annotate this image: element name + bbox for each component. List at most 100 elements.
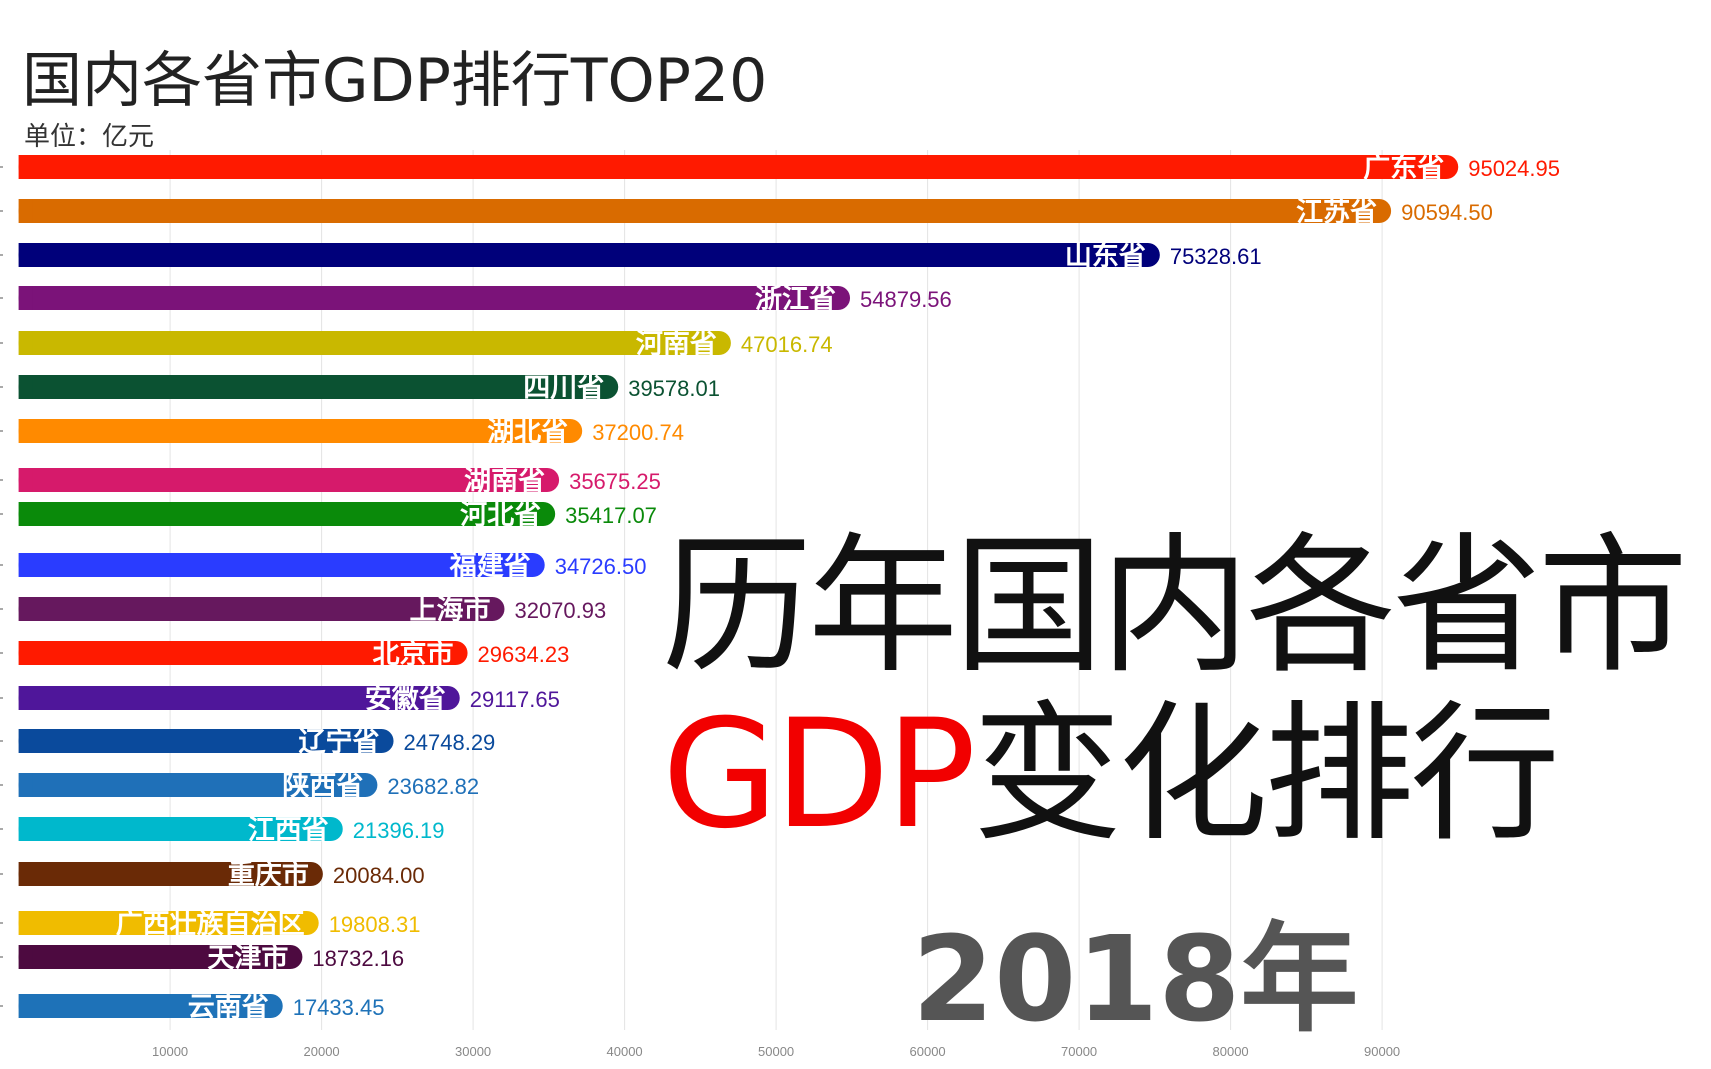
bar-value-label: 24748.29 (404, 730, 496, 755)
bar-value-label: 35417.07 (565, 503, 657, 528)
bar-left-edge (18, 468, 33, 492)
bar-value-label: 17433.45 (293, 995, 385, 1020)
y-tick (0, 784, 3, 786)
y-tick (0, 564, 3, 566)
bar-category-label: 上海市 (409, 594, 490, 626)
bar-category-label: 福建省 (449, 551, 531, 582)
bar-category-label: 江苏省 (1296, 197, 1377, 228)
bar-left-edge (18, 729, 33, 753)
bar (18, 468, 560, 492)
bar-value-label: 29634.23 (478, 642, 570, 667)
bar-left-edge (18, 994, 33, 1018)
bar-left-edge (18, 686, 33, 710)
bar (18, 686, 460, 710)
bar (18, 199, 1392, 223)
bar-category-label: 广西壮族自治区 (116, 908, 305, 940)
overlay-gdp-text: GDP (662, 688, 976, 862)
bar (18, 155, 1459, 179)
bar-value-label: 37200.74 (592, 420, 684, 445)
bar (18, 375, 619, 399)
bar-left-edge (18, 243, 33, 267)
bar (18, 729, 394, 753)
bar-left-edge (18, 817, 33, 841)
bar-value-label: 19808.31 (329, 912, 421, 937)
bar-left-edge (18, 286, 33, 310)
bar-left-edge (18, 641, 33, 665)
bar-value-label: 32070.93 (514, 598, 606, 623)
bar-category-label: 湖南省 (464, 466, 545, 497)
x-tick-label: 40000 (607, 1044, 643, 1059)
y-tick (0, 513, 3, 515)
bar-value-label: 90594.50 (1401, 200, 1493, 225)
y-tick (0, 697, 3, 699)
bar-category-label: 辽宁省 (299, 726, 380, 758)
bar-value-label: 23682.82 (387, 774, 479, 799)
bar-left-edge (18, 331, 33, 355)
overlay-title-line2: GDP变化排行 (662, 700, 1560, 850)
bar-left-edge (18, 155, 33, 179)
bar-value-label: 20084.00 (333, 863, 425, 888)
bar-category-label: 广东省 (1363, 152, 1444, 184)
bar-left-edge (18, 773, 33, 797)
bar (18, 862, 323, 886)
bar (18, 419, 583, 443)
y-tick (0, 873, 3, 875)
x-tick-label: 90000 (1364, 1044, 1400, 1059)
bar-category-label: 湖北省 (487, 417, 568, 448)
chart-subtitle: 单位：亿元 (24, 122, 155, 152)
overlay-rest-text: 变化排行 (972, 688, 1560, 862)
y-tick (0, 652, 3, 654)
bar-category-label: 河南省 (636, 329, 717, 360)
y-tick (0, 956, 3, 958)
y-tick (0, 740, 3, 742)
chart-title: 国内各省市GDP排行TOP20 (22, 46, 768, 116)
bar-category-label: 浙江省 (755, 284, 836, 315)
bar-value-label: 47016.74 (741, 332, 833, 357)
x-tick-label: 20000 (304, 1044, 340, 1059)
bar (18, 243, 1160, 267)
bar-left-edge (18, 553, 33, 577)
x-tick-label: 70000 (1061, 1044, 1097, 1059)
bar-left-edge (18, 945, 33, 969)
y-tick (0, 922, 3, 924)
y-tick (0, 297, 3, 299)
y-tick (0, 254, 3, 256)
bar-category-label: 山东省 (1065, 240, 1146, 272)
bar-value-label: 54879.56 (860, 287, 952, 312)
overlay-title-line1: 历年国内各省市 (662, 520, 1688, 694)
bar-left-edge (18, 862, 33, 886)
y-tick (0, 608, 3, 610)
bar (18, 773, 378, 797)
bar-value-label: 34726.50 (555, 554, 647, 579)
bar-value-label: 29117.65 (470, 687, 560, 712)
x-tick-label: 30000 (455, 1044, 491, 1059)
bar (18, 945, 303, 969)
bar-category-label: 安徽省 (365, 684, 446, 715)
y-tick (0, 479, 3, 481)
bar-category-label: 陕西省 (282, 771, 363, 802)
y-tick (0, 386, 3, 388)
year-label: 2018年 (912, 910, 1359, 1048)
bar-category-label: 江西省 (248, 815, 329, 846)
bar-left-edge (18, 199, 33, 223)
bar (18, 641, 468, 665)
bar-value-label: 35675.25 (569, 469, 661, 494)
bar (18, 994, 283, 1018)
bar (18, 553, 545, 577)
bar-category-label: 重庆市 (228, 859, 309, 891)
bar-value-label: 18732.16 (312, 946, 404, 971)
bar-value-label: 75328.61 (1170, 244, 1262, 269)
bar (18, 502, 556, 526)
x-tick-label: 60000 (910, 1044, 946, 1059)
x-tick-label: 50000 (758, 1044, 794, 1059)
bar (18, 286, 851, 310)
y-tick (0, 828, 3, 830)
y-tick (0, 166, 3, 168)
bar-left-edge (18, 419, 33, 443)
y-tick (0, 210, 3, 212)
bar (18, 331, 731, 355)
y-tick (0, 430, 3, 432)
y-tick (0, 1005, 3, 1007)
bar-value-label: 21396.19 (353, 818, 445, 843)
x-tick-label: 80000 (1213, 1044, 1249, 1059)
